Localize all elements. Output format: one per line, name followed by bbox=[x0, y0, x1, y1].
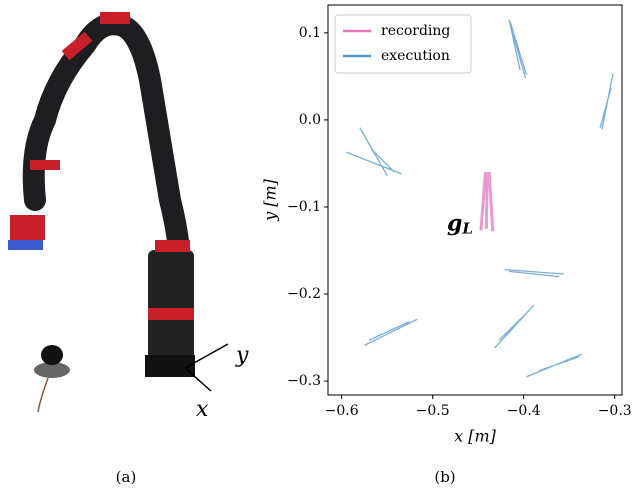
legend-label: execution bbox=[381, 48, 450, 64]
arm bbox=[22, 13, 191, 281]
joint bbox=[61, 31, 93, 61]
y-tick-label: −0.3 bbox=[287, 373, 321, 389]
y-tick-label: −0.2 bbox=[287, 286, 321, 302]
annotation: gL bbox=[447, 210, 473, 237]
base-plate bbox=[145, 355, 195, 377]
robot-photo: y x bbox=[8, 12, 249, 422]
joint bbox=[30, 160, 60, 170]
caption: (b) bbox=[434, 468, 455, 486]
x-tick-label: −0.6 bbox=[325, 403, 359, 419]
photo-label: y bbox=[235, 343, 249, 368]
photo-label: x bbox=[196, 397, 209, 422]
y-tick-label: 0.0 bbox=[299, 112, 321, 128]
plot-frame bbox=[327, 4, 623, 396]
joint bbox=[155, 240, 190, 252]
legend-label: recording bbox=[381, 23, 450, 39]
x-tick-label: −0.3 bbox=[598, 403, 632, 419]
gripper bbox=[10, 215, 45, 240]
series-line bbox=[479, 172, 495, 232]
axis-arrow bbox=[184, 343, 229, 369]
spacemouse bbox=[34, 362, 70, 378]
joint bbox=[100, 12, 130, 24]
x-axis-label: x [m] bbox=[454, 427, 497, 446]
axis-arrow bbox=[184, 367, 212, 392]
y-tick-label: 0.1 bbox=[299, 25, 321, 41]
legend-box bbox=[334, 14, 472, 74]
annotation-text: g bbox=[447, 210, 462, 236]
x-tick-label: −0.5 bbox=[416, 403, 450, 419]
series-line bbox=[345, 19, 614, 378]
cable bbox=[37, 377, 49, 413]
y-tick-label: −0.1 bbox=[287, 199, 321, 215]
y-axis-label: y [m] bbox=[261, 178, 280, 222]
gripper-pad bbox=[8, 240, 43, 250]
x-tick-label: −0.4 bbox=[507, 403, 541, 419]
arm-base bbox=[148, 250, 194, 360]
caption: (a) bbox=[116, 468, 137, 486]
annotation-sub: L bbox=[461, 219, 473, 237]
joint bbox=[148, 308, 194, 320]
spacemouse-knob bbox=[41, 345, 63, 365]
